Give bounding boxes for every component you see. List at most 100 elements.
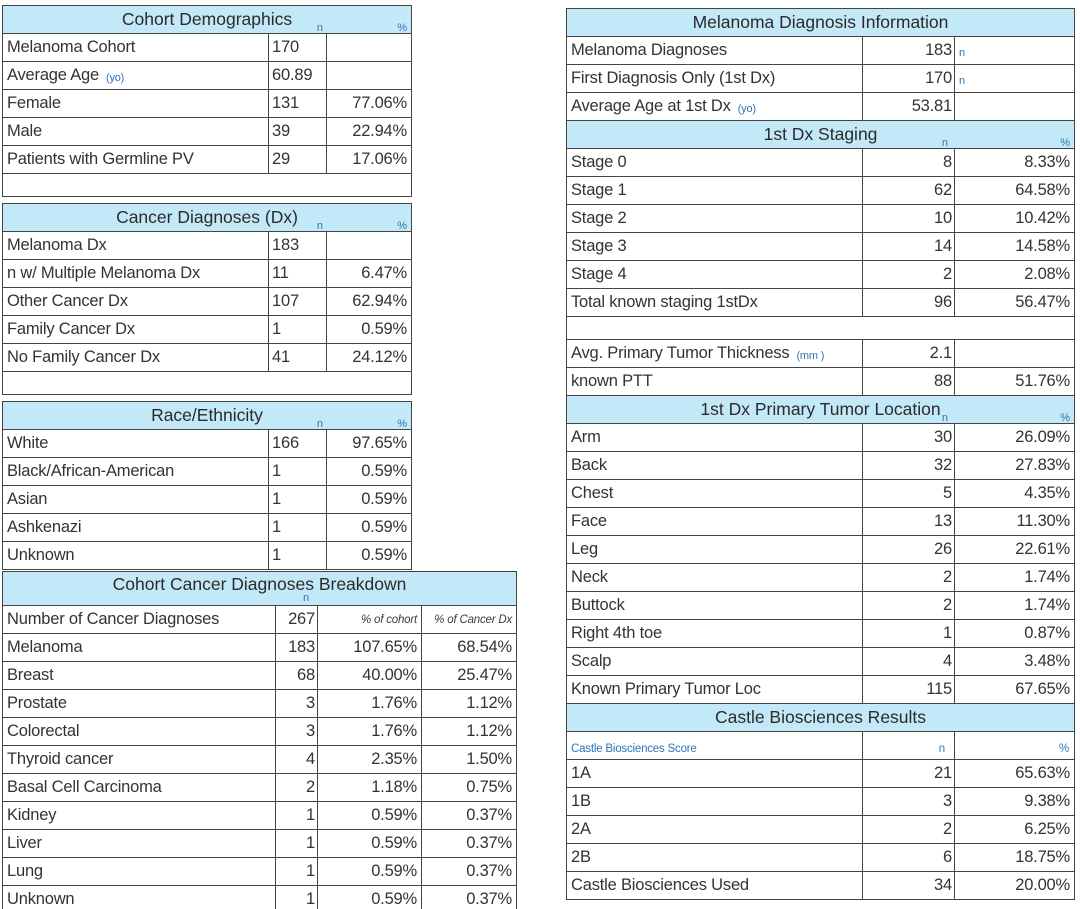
cell-n: 2.1: [862, 340, 954, 367]
table-row: Breast 68 40.00% 25.47%: [3, 661, 516, 689]
cell-value: 2: [943, 596, 952, 614]
row-label: 2A: [571, 820, 591, 838]
row-label: Basal Cell Carcinoma: [7, 778, 162, 796]
cell-pct: 22.61%: [954, 536, 1074, 563]
cell-value: 5: [943, 484, 952, 502]
row-label-cell: Buttock: [567, 592, 862, 619]
cell-pct: 1.74%: [954, 564, 1074, 591]
table-row: Prostate 3 1.76% 1.12%: [3, 689, 516, 717]
row-label-cell: n w/ Multiple Melanoma Dx: [3, 260, 268, 287]
blank-row: [567, 316, 1074, 339]
cell-n: 1: [268, 316, 326, 343]
column-unit-label: %: [1060, 137, 1070, 149]
cell-pct: 0.59%: [326, 486, 411, 513]
cell-pct: 0.59%: [317, 802, 421, 829]
cell-pct: 26.09%: [954, 424, 1074, 451]
row-label: Kidney: [7, 806, 57, 824]
row-label-cell: Liver: [3, 830, 275, 857]
cell-value: 40.00%: [362, 666, 417, 684]
cell-value: 267: [288, 610, 315, 628]
row-label-cell: Chest: [567, 480, 862, 507]
blank-row: [3, 371, 411, 394]
cell-n: 1: [862, 620, 954, 647]
row-label: Leg: [571, 540, 598, 558]
cell-n: 10: [862, 205, 954, 232]
row-label-cell: Stage 0: [567, 149, 862, 176]
table-row: Melanoma Dx 183: [3, 231, 411, 259]
row-label-cell: Leg: [567, 536, 862, 563]
cell-n: 183: [268, 232, 326, 259]
cell-n: 1: [275, 830, 317, 857]
cell-pct: [326, 232, 411, 259]
table-row: 1B 3 9.38%: [567, 787, 1074, 815]
row-label-cell: Unknown: [3, 542, 268, 569]
cell-pct: 0.59%: [326, 316, 411, 343]
table-title: 1st Dx Staging: [763, 124, 878, 144]
table-row: Right 4th toe 1 0.87%: [567, 619, 1074, 647]
column-unit-label: n: [941, 412, 948, 424]
table-row: Avg. Primary Tumor Thickness (mm ) 2.1: [567, 339, 1074, 367]
row-label-cell: Arm: [567, 424, 862, 451]
table-row: Neck 2 1.74%: [567, 563, 1074, 591]
cell-n: 3: [862, 788, 954, 815]
cell-n: 3: [275, 690, 317, 717]
row-label: Male: [7, 122, 42, 140]
cell-n: 32: [862, 452, 954, 479]
cell-n: 21: [862, 760, 954, 787]
cell-value: 24.12%: [352, 348, 407, 366]
cell-value: 39: [272, 122, 290, 140]
cell-value: 0.59%: [361, 546, 407, 564]
cell-n: 1: [268, 542, 326, 569]
cell-pct: 56.47%: [954, 289, 1074, 316]
cell-value: 115: [926, 680, 952, 698]
table-row: Stage 0 8 8.33%: [567, 148, 1074, 176]
cell-pct: 0.59%: [317, 830, 421, 857]
cell-value: 1: [272, 490, 281, 508]
cell-value: 1: [272, 462, 281, 480]
cell-value: 22.61%: [1015, 540, 1070, 558]
row-label-cell: No Family Cancer Dx: [3, 344, 268, 371]
table-row: 1A 21 65.63%: [567, 759, 1074, 787]
cell-value: 2.35%: [371, 750, 417, 768]
cell-value: 67.65%: [1015, 680, 1070, 698]
table-row: Family Cancer Dx 1 0.59%: [3, 315, 411, 343]
table-race-ethnicity: Race/Ethnicity n% White 166 97.65% Black/Afri…: [2, 401, 412, 570]
table-title: Cohort Demographics: [121, 9, 293, 29]
cell-n: 170: [862, 65, 954, 92]
table-header: Race/Ethnicity n%: [3, 402, 411, 430]
table-row: 2A 2 6.25%: [567, 815, 1074, 843]
row-label: 1B: [571, 792, 591, 810]
table-header: 1st Dx Staging n%: [567, 121, 1074, 149]
cell-pct: 0.59%: [317, 886, 421, 909]
row-label-cell: Average Age at 1st Dx (yo): [567, 93, 862, 120]
row-label: Neck: [571, 568, 608, 586]
row-label: Face: [571, 512, 607, 530]
cell-n: 68: [275, 662, 317, 689]
cell-value: 107: [272, 292, 299, 310]
cell-value: 8: [943, 153, 952, 171]
row-label: Family Cancer Dx: [7, 320, 135, 338]
row-label-cell: White: [3, 430, 268, 457]
cell-value: 8.33%: [1024, 153, 1070, 171]
cell-value: 0.37%: [466, 834, 512, 852]
cell-value: 34: [934, 876, 952, 894]
cell-n: 1: [268, 514, 326, 541]
cell-value: 11: [272, 264, 289, 282]
cell-n: 6: [862, 844, 954, 871]
cell-value: 170: [272, 38, 299, 56]
cell-n: 39: [268, 118, 326, 145]
table-row: First Diagnosis Only (1st Dx) 170 n: [567, 64, 1074, 92]
row-label-cell: Avg. Primary Tumor Thickness (mm ): [567, 340, 862, 367]
cell-value: 14: [934, 237, 952, 255]
cell-value: 1: [306, 834, 315, 852]
table-row: Melanoma Cohort 170: [3, 33, 411, 61]
row-label-cell: Melanoma Diagnoses: [567, 37, 862, 64]
cell-value: 2.1: [929, 344, 953, 362]
cell-pct: 18.75%: [954, 844, 1074, 871]
table-row: Known Primary Tumor Loc 115 67.65%: [567, 675, 1074, 703]
cell-n: 2: [862, 592, 954, 619]
table-row: Patients with Germline PV 29 17.06%: [3, 145, 411, 173]
cell-value: 97.65%: [352, 434, 407, 452]
cell-value: 10: [934, 209, 952, 227]
column-unit-label: n: [316, 22, 323, 34]
